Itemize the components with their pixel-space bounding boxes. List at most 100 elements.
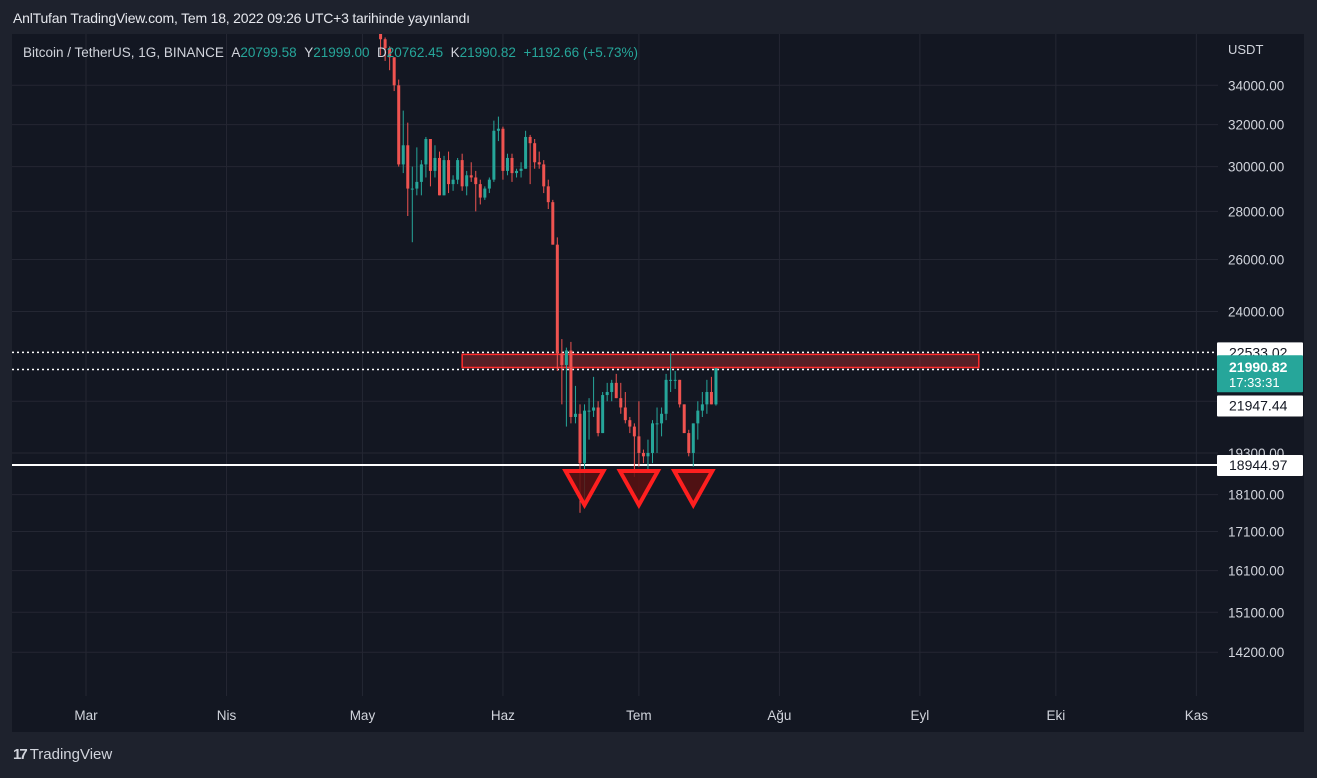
chart-panel[interactable]: USDT 34000.00 32000.00 30000.00 28000.00 2600… [12, 34, 1304, 732]
candle-body[interactable] [456, 160, 460, 180]
candle-body[interactable] [442, 160, 446, 196]
candle-body[interactable] [555, 244, 559, 354]
y-tick-label: 34000.00 [1228, 78, 1284, 93]
candle-body[interactable] [641, 452, 645, 457]
price-tag[interactable] [1217, 455, 1303, 477]
bottom-marker-triangle[interactable] [616, 469, 662, 510]
candle-body[interactable] [655, 423, 659, 425]
candle-body[interactable] [388, 48, 392, 58]
y-tick-label: 15100.00 [1228, 605, 1284, 620]
candle-body[interactable] [460, 160, 464, 187]
candle-body[interactable] [505, 157, 509, 171]
candle-body[interactable] [428, 139, 432, 171]
candle-body[interactable] [560, 353, 564, 365]
candle-body[interactable] [501, 128, 505, 171]
candle-body[interactable] [469, 175, 473, 178]
candle-body[interactable] [474, 177, 478, 185]
candle-body[interactable] [379, 34, 383, 40]
candle-body[interactable] [433, 157, 437, 171]
candle-body[interactable] [678, 379, 682, 405]
candle-body[interactable] [542, 164, 546, 187]
candle-body[interactable] [601, 395, 605, 434]
candle-body[interactable] [687, 433, 691, 453]
candle-body[interactable] [415, 181, 419, 189]
candle-body[interactable] [397, 85, 401, 165]
bottom-marker-triangle[interactable] [562, 469, 607, 510]
x-tick-label: Mar [74, 708, 98, 723]
candle-body[interactable] [660, 413, 664, 424]
candle-body[interactable] [623, 407, 627, 421]
candle-body[interactable] [551, 202, 555, 245]
x-tick-label: Kas [1185, 708, 1209, 723]
candle-body[interactable] [628, 420, 632, 427]
tradingview-footer[interactable]: 17 TradingView [13, 746, 112, 763]
candle-body[interactable] [546, 186, 550, 203]
candle-body[interactable] [696, 410, 700, 424]
candle-body[interactable] [419, 164, 423, 182]
candle-body[interactable] [651, 423, 654, 453]
candle-body[interactable] [447, 160, 451, 185]
resistance-zone[interactable] [461, 353, 980, 369]
current-price-tag[interactable] [1217, 355, 1303, 393]
candle-body[interactable] [533, 143, 537, 163]
candle-body[interactable] [483, 188, 487, 198]
candle-body[interactable] [515, 170, 519, 174]
legend-open-label: A [231, 45, 241, 60]
candle-body[interactable] [537, 162, 541, 165]
candle-body[interactable] [496, 128, 500, 131]
candle-body[interactable] [632, 426, 636, 437]
candle-body[interactable] [587, 410, 591, 412]
candle-body[interactable] [487, 179, 491, 189]
candle-body[interactable] [700, 404, 704, 411]
candle-body[interactable] [392, 57, 396, 86]
candle-body[interactable] [569, 350, 573, 417]
candle-body[interactable] [401, 145, 405, 165]
candle-body[interactable] [605, 391, 609, 396]
legend-symbol[interactable]: Bitcoin / TetherUS, 1G, BINANCE [23, 45, 224, 60]
candle-body[interactable] [714, 368, 718, 405]
candle-body[interactable] [614, 382, 618, 399]
candle-body[interactable] [478, 184, 482, 198]
candle-body[interactable] [673, 379, 677, 381]
candle-body[interactable] [705, 391, 709, 405]
candle-body[interactable] [682, 404, 686, 434]
candle-body[interactable] [524, 136, 528, 169]
x-tick-label: Eyl [911, 708, 930, 723]
legend-change: +1192.66 (+5.73%) [523, 45, 639, 60]
candle-body[interactable] [691, 423, 695, 453]
candle-body[interactable] [383, 39, 387, 49]
candle-body[interactable] [573, 413, 577, 417]
candle-body[interactable] [637, 436, 641, 453]
candle-body[interactable] [465, 175, 469, 187]
candle-body[interactable] [709, 391, 713, 405]
candle-body[interactable] [583, 410, 587, 464]
candle-body[interactable] [519, 168, 523, 171]
candle-body[interactable] [510, 157, 514, 174]
candle-body[interactable] [451, 179, 455, 185]
x-tick-label: Haz [491, 708, 515, 723]
candle-body[interactable] [646, 452, 650, 457]
currency-label[interactable]: USDT [1228, 42, 1263, 57]
legend-close-label: K [450, 45, 460, 60]
candle-body[interactable] [610, 382, 614, 392]
candle-body[interactable] [592, 407, 596, 411]
bottom-marker-triangle[interactable] [670, 469, 716, 510]
price-tag[interactable] [1217, 395, 1303, 417]
candle-body[interactable] [492, 130, 496, 180]
candle-body[interactable] [664, 379, 668, 414]
price-tag-label: 21947.44 [1229, 397, 1288, 413]
candle-body[interactable] [528, 136, 532, 144]
candle-body[interactable] [578, 413, 582, 464]
candle-body[interactable] [406, 145, 410, 189]
candle-body[interactable] [564, 350, 568, 365]
candle-body[interactable] [424, 139, 428, 165]
y-tick-label: 26000.00 [1228, 252, 1284, 267]
candle-body[interactable] [410, 188, 414, 190]
price-tag-label: 18944.97 [1229, 457, 1288, 473]
candle-body[interactable] [669, 379, 673, 381]
legend-low-label: D [377, 45, 387, 60]
candle-body[interactable] [619, 398, 623, 408]
candlestick-chart[interactable]: USDT 34000.00 32000.00 30000.00 28000.00 2600… [12, 34, 1304, 732]
candle-body[interactable] [437, 157, 441, 196]
candle-body[interactable] [596, 407, 600, 434]
